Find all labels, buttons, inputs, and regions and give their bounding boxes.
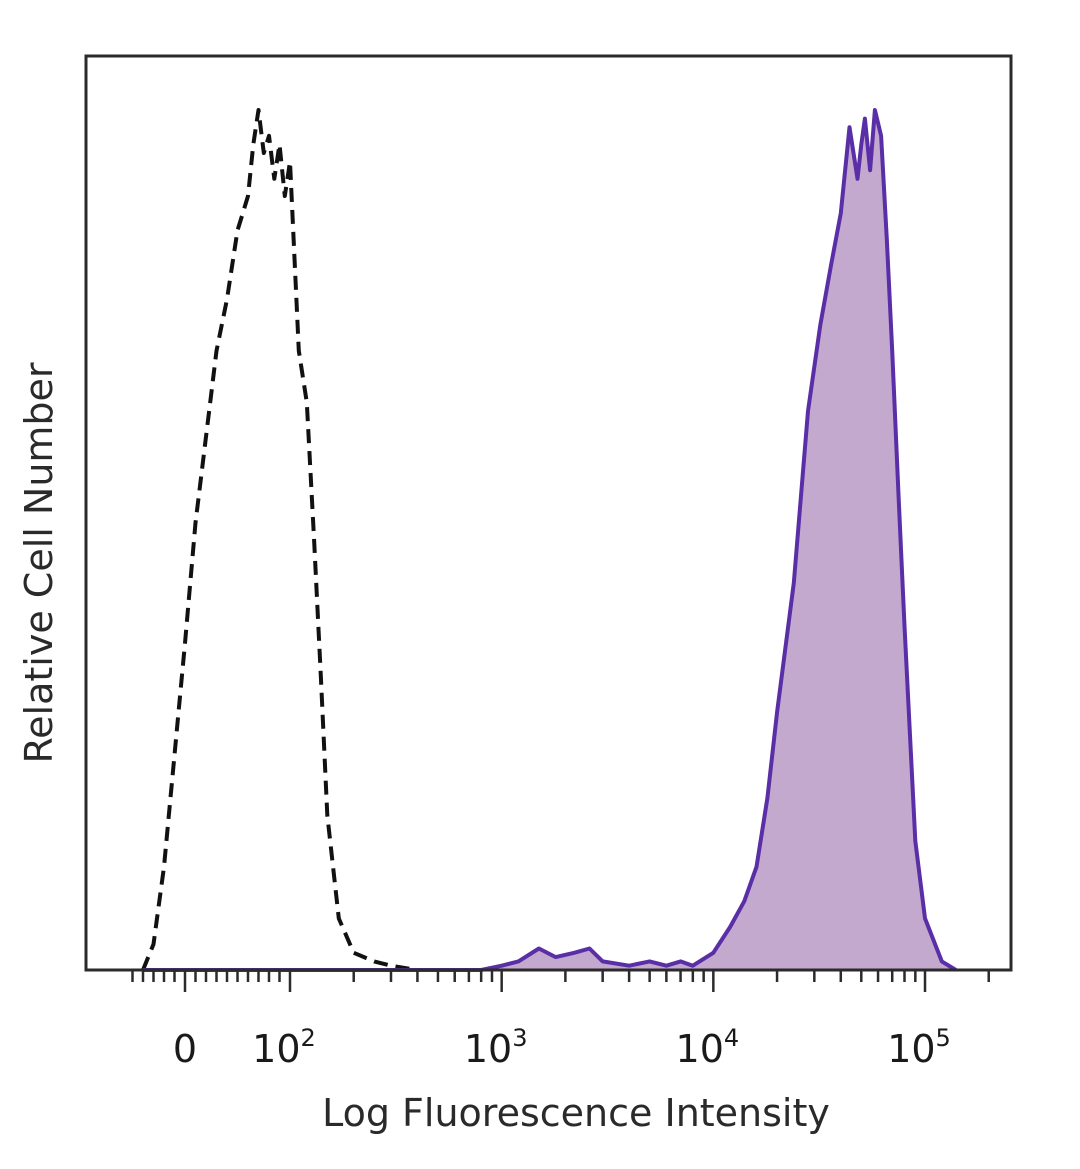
x-tick-label-0: 0 bbox=[173, 1027, 197, 1071]
x-axis-tick-labels: 0 102 103 104 105 bbox=[173, 1024, 951, 1071]
series-layer bbox=[141, 108, 957, 972]
series-1-line bbox=[143, 108, 957, 972]
x-axis-title: Log Fluorescence Intensity bbox=[322, 1091, 830, 1135]
y-axis-title: Relative Cell Number bbox=[17, 362, 61, 763]
x-tick-label-1: 102 bbox=[252, 1024, 316, 1071]
series-1-area bbox=[143, 110, 956, 970]
x-tick-label-2: 103 bbox=[464, 1024, 528, 1071]
x-axis-ticks bbox=[131, 970, 990, 992]
x-tick-label-3: 104 bbox=[676, 1024, 740, 1071]
x-tick-label-4: 105 bbox=[887, 1024, 951, 1071]
series-0-line bbox=[141, 108, 418, 972]
